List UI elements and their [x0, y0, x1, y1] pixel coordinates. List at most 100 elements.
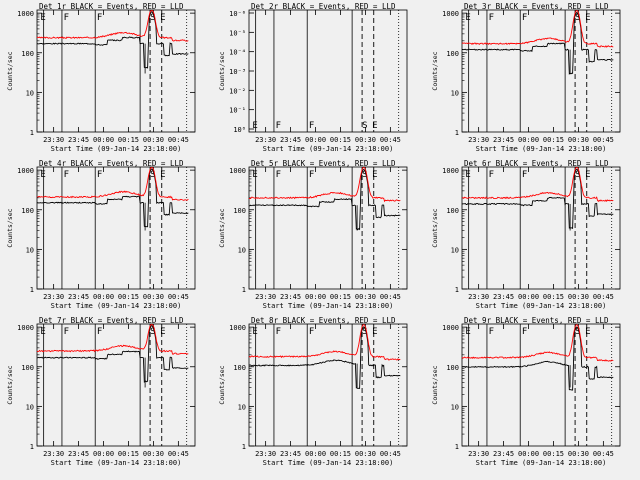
x-axis-label: Start Time (09-Jan-14 23:18:00) [476, 145, 607, 153]
y-axis-label: Counts/sec [218, 51, 226, 90]
y-tick-label: 100 [21, 364, 34, 372]
y-tick-label: 1000 [442, 167, 459, 175]
y-tick-label: 100 [233, 207, 246, 215]
x-tick-label: 00:45 [380, 450, 401, 458]
y-axis-label: Counts/sec [431, 51, 439, 90]
y-tick-label: 100 [446, 364, 459, 372]
marker-label: E [40, 170, 45, 180]
series-events-black [248, 326, 401, 390]
x-axis-label: Start Time (09-Jan-14 23:18:00) [263, 302, 394, 310]
x-tick-label: 23:45 [493, 293, 514, 301]
y-axis-label: Counts/sec [431, 365, 439, 404]
panel-det-1r: Det 1r BLACK = Events, RED = LLD 1 10 100 10… [6, 2, 196, 153]
x-tick-label: 00:45 [593, 293, 614, 301]
series-lld-red [461, 167, 614, 202]
x-tick-label: 23:30 [255, 136, 276, 144]
marker-label: F [64, 327, 69, 337]
marker-label: S [575, 170, 580, 180]
x-axis-label: Start Time (09-Jan-14 23:18:00) [263, 145, 394, 153]
x-tick-label: 00:00 [305, 450, 326, 458]
x-tick-label: 00:30 [568, 293, 589, 301]
y-axis-label: Counts/sec [218, 208, 226, 247]
x-axis-label: Start Time (09-Jan-14 23:18:00) [51, 302, 182, 310]
x-tick-label: 23:30 [255, 450, 276, 458]
y-tick-label: 10⁻¹ [229, 107, 246, 115]
x-tick-label: 23:45 [280, 450, 301, 458]
plot-frame [461, 323, 621, 447]
marker-label: F [489, 170, 494, 180]
x-tick-label: 00:00 [93, 136, 114, 144]
marker-label: E [465, 13, 470, 23]
x-tick-label: 23:30 [468, 450, 489, 458]
x-tick-label: 00:15 [543, 136, 564, 144]
x-tick-label: 00:00 [518, 136, 539, 144]
x-tick-label: 00:30 [355, 293, 376, 301]
marker-label: E [160, 13, 165, 23]
y-tick-label: 1000 [17, 324, 34, 332]
marker-label: E [372, 327, 377, 337]
series-lld-red [36, 10, 189, 42]
panel-title: Det 6r BLACK = Events, RED = LLD [464, 159, 609, 168]
series-lld-red [461, 324, 614, 362]
x-tick-label: 00:30 [355, 450, 376, 458]
marker-label: E [252, 327, 257, 337]
x-tick-label: 23:30 [43, 136, 64, 144]
marker-label: S [362, 327, 367, 337]
marker-label: F [522, 170, 527, 180]
x-axis-label: Start Time (09-Jan-14 23:18:00) [51, 459, 182, 467]
y-tick-label: 100 [21, 50, 34, 58]
panel-title: Det 7r BLACK = Events, RED = LLD [39, 316, 184, 325]
plot-frame [36, 323, 196, 447]
series-lld-red [248, 324, 401, 361]
marker-label: E [585, 170, 590, 180]
marker-label: S [150, 170, 155, 180]
series-lld-red [249, 167, 401, 203]
panel-title: Det 5r BLACK = Events, RED = LLD [251, 159, 396, 168]
marker-label: F [309, 170, 314, 180]
y-tick-label: 10⁻⁶ [229, 10, 246, 18]
panel-title: Det 9r BLACK = Events, RED = LLD [464, 316, 609, 325]
marker-label: F [489, 327, 494, 337]
x-axis-label: Start Time (09-Jan-14 23:18:00) [51, 145, 182, 153]
y-tick-label: 10 [451, 246, 459, 254]
marker-label: E [372, 170, 377, 180]
x-tick-label: 00:45 [168, 293, 189, 301]
marker-label: E [465, 327, 470, 337]
y-tick-label: 1 [455, 286, 459, 294]
y-tick-label: 1000 [442, 324, 459, 332]
series-lld-red [461, 10, 614, 48]
y-tick-label: 1 [242, 443, 246, 451]
marker-label: E [252, 170, 257, 180]
series-events-black [461, 11, 614, 75]
plot-frame [248, 9, 408, 133]
marker-label: F [97, 170, 102, 180]
panel-det-2r: Det 2r BLACK = Events, RED = LLD 10⁻⁶ 10⁻⁵… [218, 2, 408, 153]
marker-label: F [522, 13, 527, 23]
marker-label: E [160, 170, 165, 180]
series-lld-red [36, 167, 189, 201]
marker-label: F [97, 13, 102, 23]
plot-frame [461, 166, 621, 290]
x-tick-label: 00:15 [330, 136, 351, 144]
x-tick-label: 00:30 [143, 293, 164, 301]
panel-title: Det 3r BLACK = Events, RED = LLD [464, 2, 609, 11]
plot-frame [36, 9, 196, 133]
x-tick-label: 00:15 [118, 293, 139, 301]
y-tick-label: 10 [451, 89, 459, 97]
x-tick-label: 00:00 [518, 450, 539, 458]
x-tick-label: 00:15 [543, 293, 564, 301]
panel-det-5r: Det 5r BLACK = Events, RED = LLD 1 10 100 10… [218, 159, 408, 310]
x-tick-label: 00:30 [143, 136, 164, 144]
marker-label: S [575, 13, 580, 23]
series-events-black [461, 326, 614, 391]
marker-label: F [309, 327, 314, 337]
x-tick-label: 23:30 [43, 450, 64, 458]
y-tick-label: 1 [30, 286, 34, 294]
x-tick-label: 00:45 [168, 450, 189, 458]
y-tick-label: 10 [26, 89, 34, 97]
y-tick-label: 10 [238, 403, 246, 411]
panel-title: Det 1r BLACK = Events, RED = LLD [39, 2, 184, 11]
marker-label: F [97, 327, 102, 337]
marker-label: S [150, 327, 155, 337]
plot-frame [36, 166, 196, 290]
